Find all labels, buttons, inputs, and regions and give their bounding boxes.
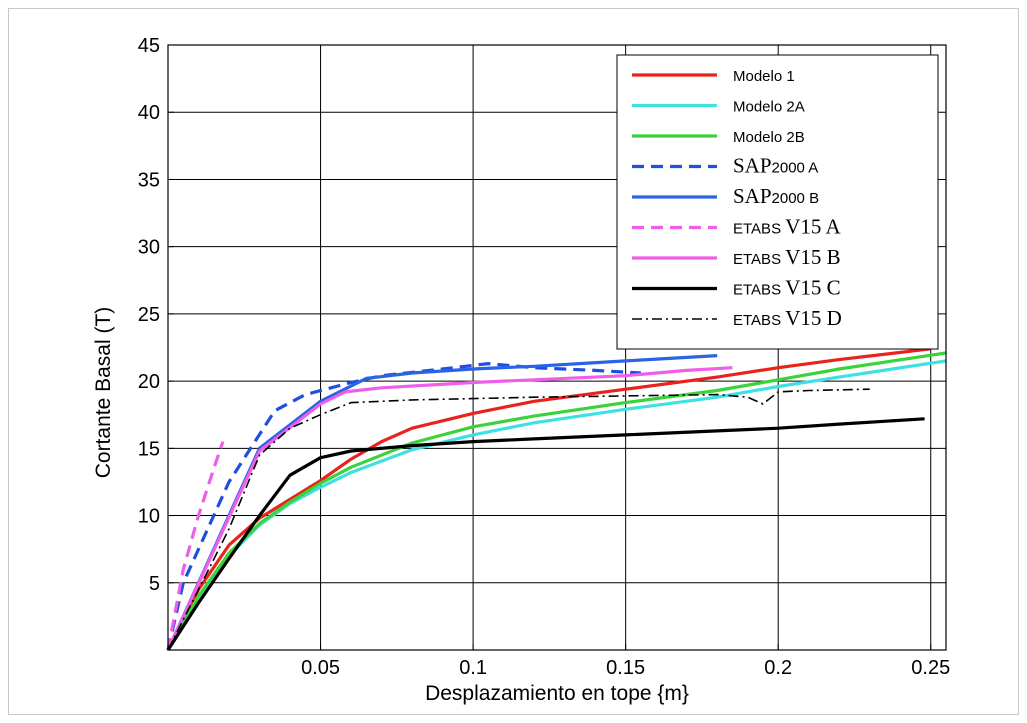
plot-border: [167, 44, 947, 651]
legend-label-8: ETABS V15 D: [733, 306, 842, 330]
series-line-4: [166, 354, 718, 651]
series-line-8: [167, 388, 870, 651]
series-line-0: [166, 347, 931, 651]
y-tick-label: 15: [138, 438, 160, 460]
legend: Modelo 1 Modelo 2A Modelo 2B SAP2000 A SAP20…: [616, 54, 939, 350]
y-tick-label: 5: [149, 573, 160, 595]
legend-label-6: ETABS V15 B: [733, 245, 841, 269]
legend-label-2: Modelo 2B: [733, 129, 805, 146]
x-tick-label: 0.2: [764, 657, 792, 679]
x-tick-label: 0.25: [911, 657, 950, 679]
legend-label-4: SAP2000 B: [733, 184, 819, 208]
legend-label-0: Modelo 1: [733, 68, 795, 85]
series-line-7: [166, 417, 925, 651]
x-axis-label: Desplazamiento en tope {m}: [425, 682, 689, 705]
y-tick-label: 40: [138, 102, 160, 124]
legend-label-1: Modelo 2A: [733, 99, 805, 116]
tick-labels: 0.05 0.1 0.15 0.2 0.25 5 10 15 20 25 30 35 40 45: [138, 35, 950, 679]
y-tick-label: 45: [138, 35, 160, 57]
x-tick-label: 0.15: [606, 657, 645, 679]
series-group: [166, 347, 947, 651]
series-line-3: [166, 362, 641, 651]
y-tick-label: 35: [138, 169, 160, 191]
y-tick-label: 30: [138, 237, 160, 259]
series-line-5: [166, 441, 225, 651]
legend-label-5: ETABS V15 A: [733, 215, 842, 239]
figure-frame: [8, 8, 1019, 715]
legend-label-3: SAP2000 A: [733, 154, 818, 178]
y-tick-label: 10: [138, 506, 160, 528]
y-tick-label: 20: [138, 371, 160, 393]
x-tick-label: 0.05: [301, 657, 340, 679]
y-axis-label: Cortante Basal (T): [92, 307, 115, 479]
series-line-6: [166, 366, 733, 651]
legend-label-7: ETABS V15 C: [733, 276, 841, 300]
x-tick-label: 0.1: [459, 657, 487, 679]
y-tick-label: 25: [138, 304, 160, 326]
